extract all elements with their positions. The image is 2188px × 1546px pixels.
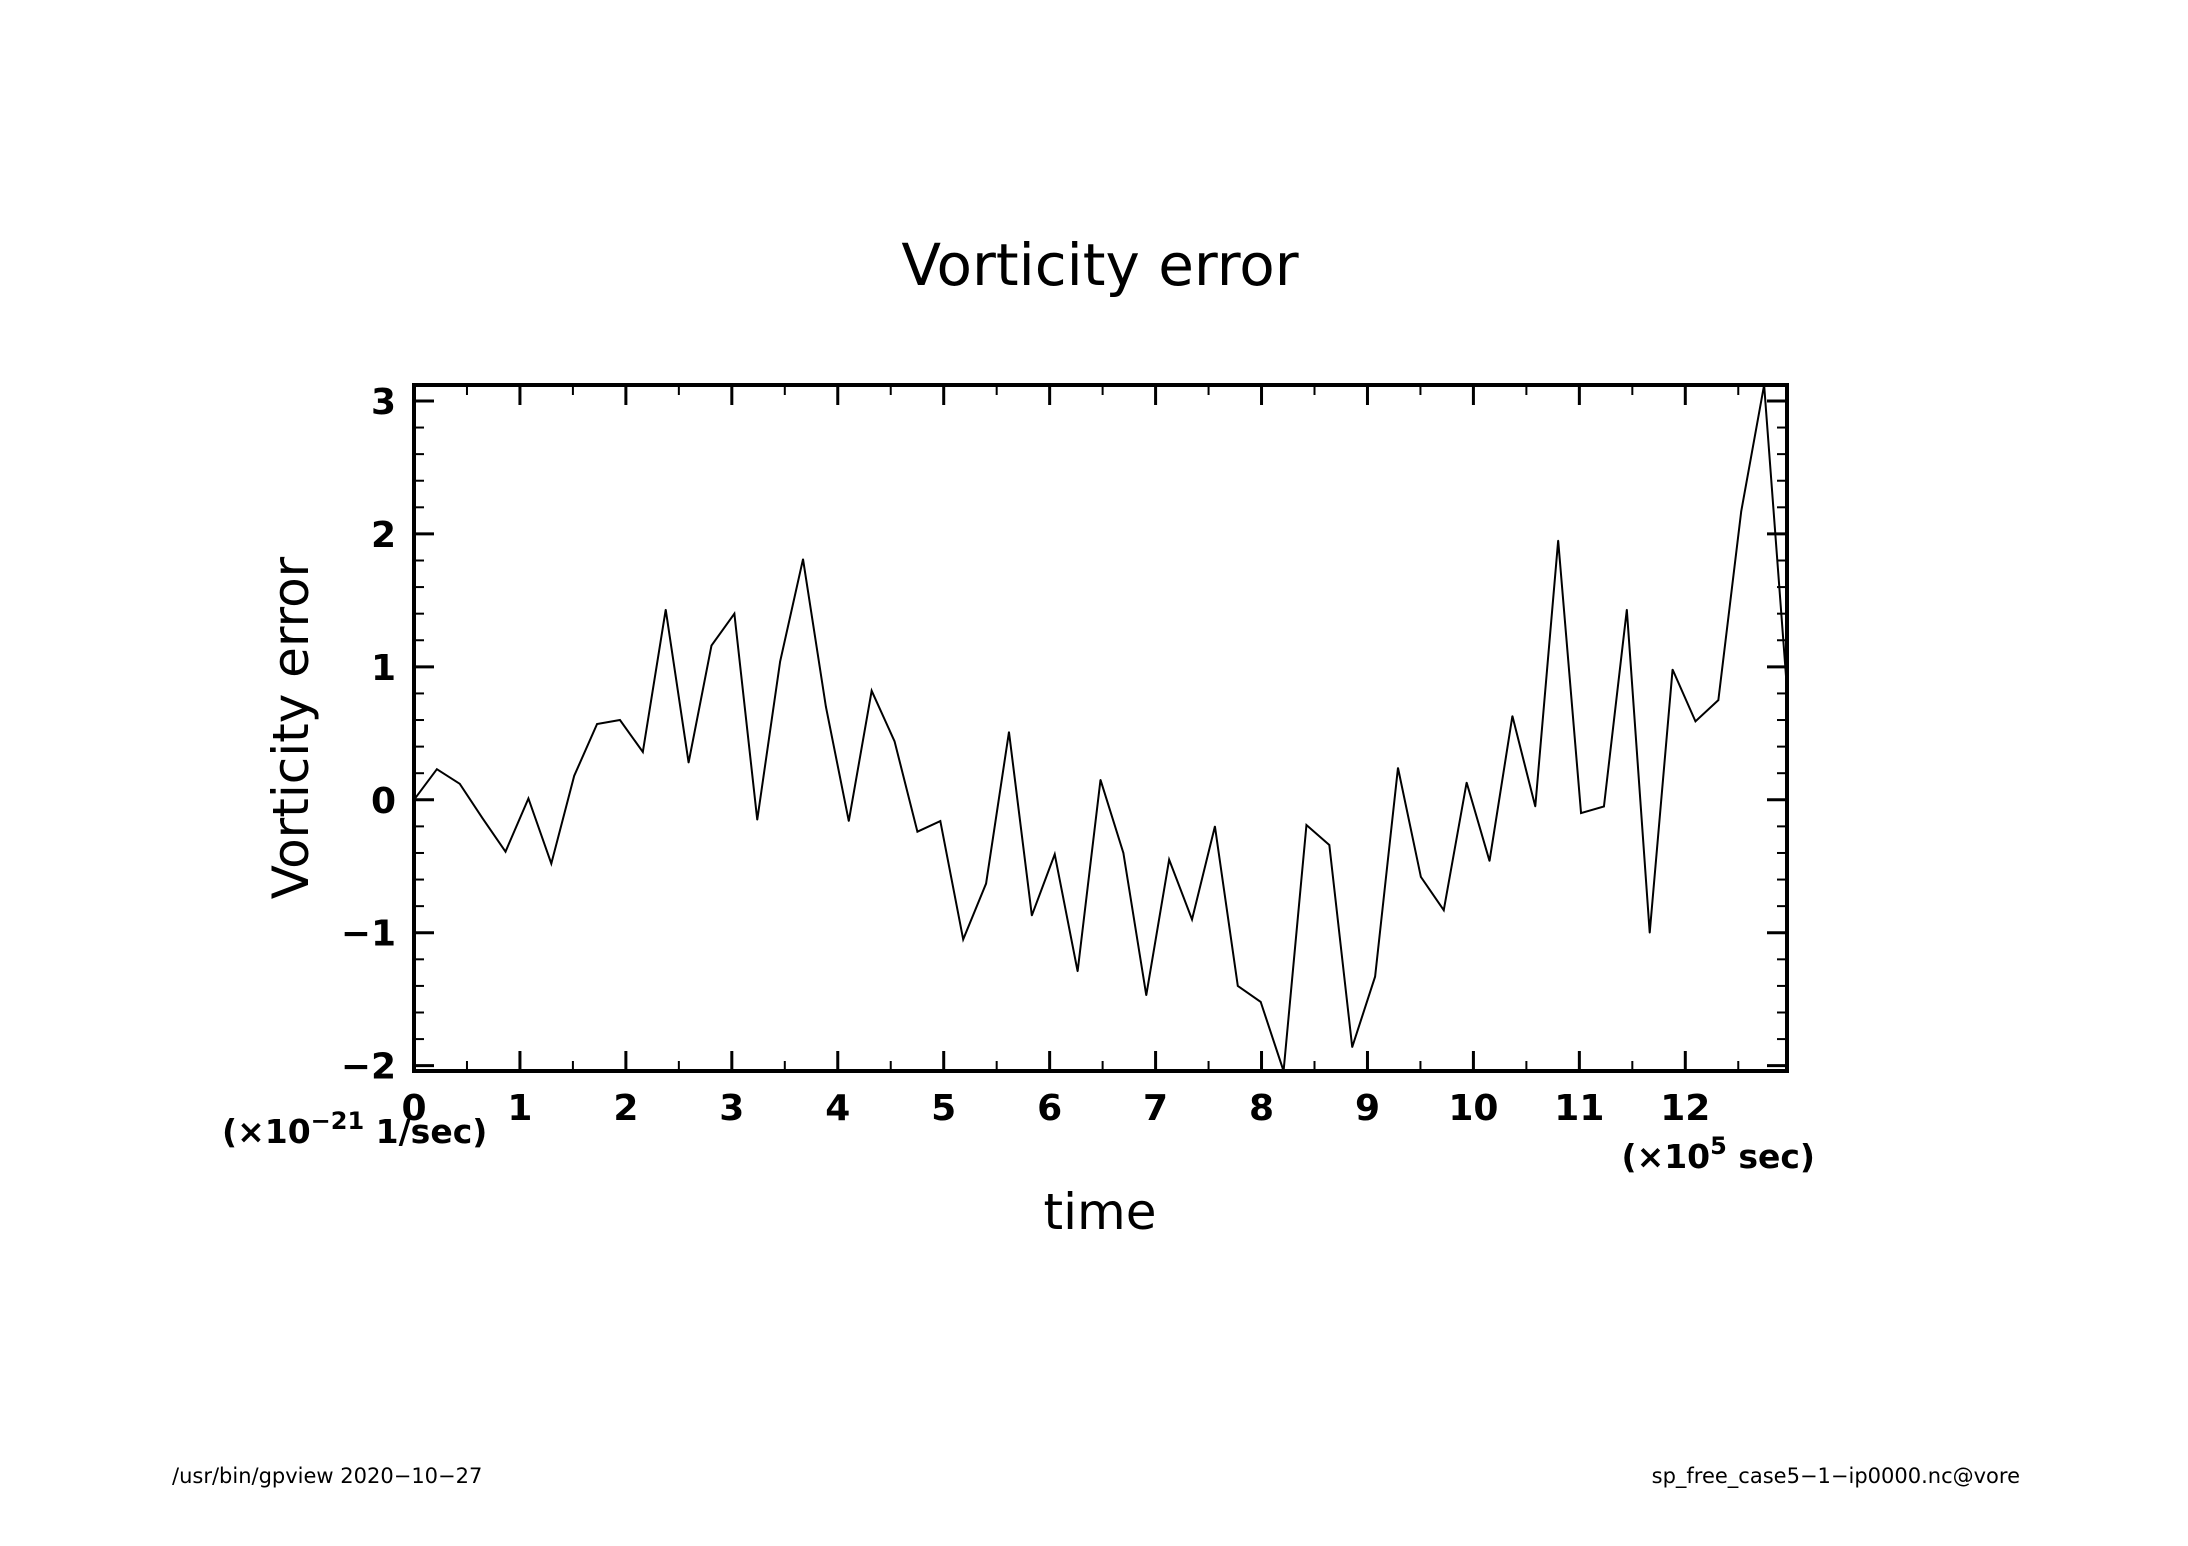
data-point	[1488, 860, 1491, 862]
data-point	[1420, 876, 1422, 878]
data-point	[481, 817, 484, 820]
x-tick-label: 3	[719, 1088, 744, 1129]
data-point	[527, 797, 530, 800]
data-point	[962, 938, 964, 941]
data-point	[1351, 1046, 1354, 1048]
footer-right-text: sp_free_case5−1−ip0000.nc@vore	[1652, 1464, 2020, 1489]
data-point	[756, 818, 759, 821]
data-point	[550, 862, 553, 865]
series-line	[413, 384, 1788, 1072]
x-tick-label: 2	[613, 1088, 638, 1129]
data-point	[642, 751, 644, 753]
x-tick-label: 0	[401, 1088, 426, 1129]
data-point	[1145, 994, 1148, 997]
data-point	[1328, 844, 1331, 846]
data-point	[504, 850, 507, 853]
data-point	[733, 612, 736, 615]
y-axis-title: Vorticity error	[262, 556, 320, 899]
data-point	[985, 882, 987, 885]
data-point	[1557, 539, 1559, 542]
data-point	[1717, 699, 1720, 701]
data-point	[1259, 1001, 1262, 1003]
series-layer	[413, 384, 1788, 1072]
data-point	[1626, 608, 1628, 611]
x-tick-label: 1	[507, 1088, 532, 1129]
x-tick-label: 6	[1037, 1088, 1062, 1129]
data-point	[1648, 931, 1651, 934]
data-point	[573, 775, 575, 777]
y-tick-label: 2	[371, 515, 396, 556]
tick-layer	[412, 385, 1787, 1071]
data-point	[1740, 510, 1743, 513]
data-point	[1442, 909, 1445, 911]
data-point	[916, 830, 919, 833]
data-point	[825, 705, 827, 708]
data-point	[1214, 825, 1216, 828]
chart-title: Vorticity error	[901, 231, 1298, 299]
data-point	[1237, 985, 1239, 987]
x-tick-label: 4	[825, 1088, 850, 1129]
x-tick-label: 7	[1143, 1088, 1168, 1129]
data-point	[1053, 853, 1056, 856]
data-point	[1397, 767, 1399, 769]
data-point	[1671, 668, 1674, 671]
data-point	[1076, 970, 1079, 973]
x-tick-label: 11	[1554, 1088, 1604, 1129]
y-tick-label: 1	[371, 648, 396, 689]
y-tick-label: 0	[371, 781, 396, 822]
data-point	[802, 558, 804, 560]
x-tick-label: 10	[1448, 1088, 1498, 1129]
x-axis-title: time	[1044, 1183, 1157, 1241]
data-point	[1168, 858, 1170, 861]
data-point	[1099, 779, 1102, 781]
data-point	[1305, 824, 1308, 826]
data-point	[1534, 805, 1537, 808]
x-tick-label: 12	[1660, 1088, 1710, 1129]
data-point	[596, 723, 598, 725]
data-point	[939, 820, 942, 822]
y-tick-label: −1	[341, 914, 396, 955]
data-point	[893, 740, 896, 743]
y-tick-label: −2	[341, 1047, 396, 1088]
x-tick-label: 8	[1249, 1088, 1274, 1129]
data-point	[1580, 812, 1582, 814]
y-tick-label: 3	[371, 382, 396, 423]
data-point	[1031, 914, 1033, 917]
data-point	[619, 719, 621, 721]
data-point	[458, 783, 461, 785]
data-point	[687, 761, 690, 764]
data-point	[436, 768, 438, 771]
data-point	[870, 689, 873, 692]
data-point	[1374, 975, 1376, 978]
data-point	[779, 660, 781, 663]
footer-left-text: /usr/bin/gpview 2020−10−27	[172, 1464, 482, 1488]
data-point	[1191, 918, 1193, 921]
data-point	[847, 820, 850, 822]
data-point	[710, 644, 713, 647]
data-point	[664, 608, 667, 611]
x-tick-label: 5	[931, 1088, 956, 1129]
x-unit-label: (×105 sec)	[1621, 1132, 1815, 1176]
x-tick-label: 9	[1355, 1088, 1380, 1129]
data-point	[1603, 805, 1605, 808]
data-point	[1694, 720, 1697, 723]
y-unit-label: (×10−21 1/sec)	[222, 1107, 487, 1151]
data-point	[1465, 781, 1468, 784]
data-point	[1122, 852, 1125, 854]
data-point	[1511, 715, 1514, 717]
plot-frame	[412, 383, 1789, 1073]
data-point	[1008, 731, 1010, 733]
